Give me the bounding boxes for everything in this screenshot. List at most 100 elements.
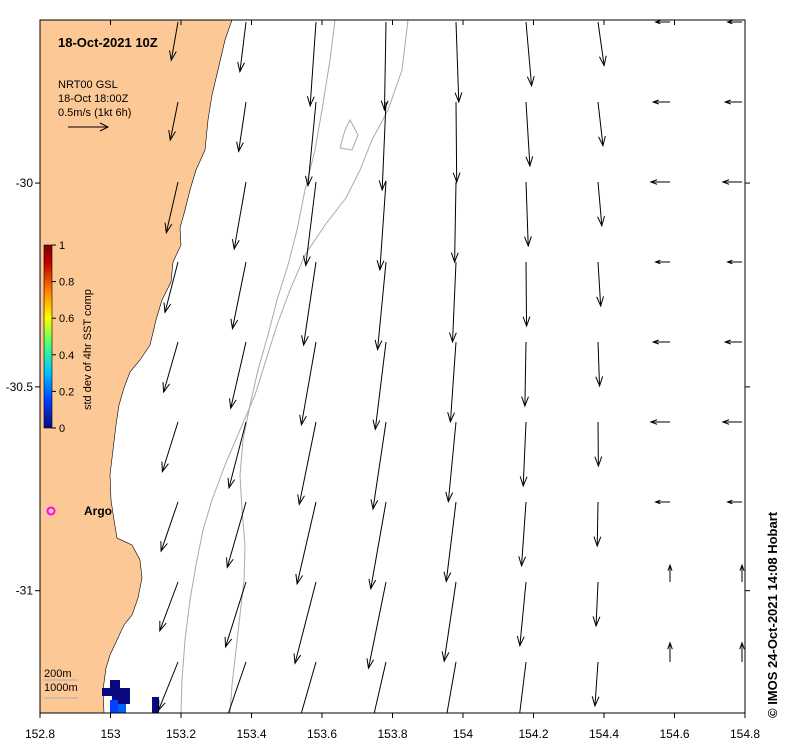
current-vector: [525, 21, 535, 88]
colorbar-tick-label: 0.4: [59, 350, 74, 362]
current-vector: [380, 21, 389, 112]
x-tick-label: 154.8: [730, 727, 760, 741]
current-vector: [651, 99, 670, 105]
colorbar: [43, 244, 53, 429]
current-vector: [441, 581, 457, 663]
current-vector: [522, 261, 531, 328]
current-vector: [301, 261, 317, 347]
current-vector: [228, 341, 247, 410]
legend-scale: 0.5m/s (1kt 6h): [58, 107, 131, 119]
y-tick-label: -30: [16, 176, 34, 190]
current-vector: [297, 421, 317, 506]
current-vector: [596, 261, 605, 308]
x-tick-label: 154: [453, 727, 473, 741]
current-vector: [518, 501, 527, 568]
current-vector: [649, 179, 670, 185]
current-vector: [446, 661, 457, 713]
y-axis: -30 -30.5 -31: [6, 176, 750, 598]
current-vector: [163, 261, 179, 314]
current-vector: [164, 181, 179, 235]
current-vector: [376, 181, 387, 272]
current-vector: [723, 339, 742, 345]
isobath-1000m: [180, 20, 409, 713]
current-vector: [591, 661, 600, 708]
current-vector: [161, 421, 179, 473]
argo-float-icon: [46, 506, 56, 516]
current-vector: [372, 341, 387, 431]
colorbar-ticks: 0 0.2 0.4 0.6 0.8 1: [52, 240, 74, 435]
current-vector: [449, 261, 457, 344]
current-vector: [368, 501, 387, 591]
current-vector: [162, 341, 179, 394]
current-vectors: [157, 20, 745, 713]
current-vector: [667, 641, 673, 662]
current-vector: [649, 419, 670, 425]
current-vector: [236, 101, 247, 153]
current-vector: [594, 421, 603, 468]
current-vector: [516, 581, 527, 648]
current-vector: [159, 581, 179, 633]
current-vector: [654, 499, 670, 505]
current-vector: [452, 101, 461, 184]
current-vector: [227, 661, 247, 713]
sst-pixel: [118, 704, 126, 713]
current-vector: [595, 341, 604, 388]
map-title: 18-Oct-2021 10Z: [58, 35, 158, 50]
x-tick-label: 153.2: [166, 727, 196, 741]
current-vector: [224, 581, 247, 649]
current-vector: [366, 581, 387, 670]
current-vector: [454, 21, 463, 104]
current-vector: [299, 341, 317, 427]
current-vector: [721, 179, 742, 185]
current-vector: [370, 421, 387, 511]
current-vector: [525, 101, 534, 168]
x-tick-label: 153.8: [377, 727, 407, 741]
sst-pixel: [110, 680, 120, 690]
x-tick-label: 152.8: [25, 727, 55, 741]
current-vector: [667, 563, 673, 582]
sst-pixel: [152, 697, 159, 713]
colorbar-label: std dev of 4hr SST comp: [82, 289, 94, 410]
colorbar-tick-label: 0.6: [59, 313, 74, 325]
argo-label: Argo: [84, 504, 112, 518]
current-vector: [374, 261, 387, 352]
current-vector: [226, 501, 247, 569]
current-vector: [593, 501, 602, 548]
legend-time: 18-Oct 18:00Z: [58, 93, 129, 105]
x-tick-label: 154.4: [589, 727, 619, 741]
x-axis: 152.8 153 153.2 153.4 153.6 153.8 154 154.2 154.…: [25, 20, 760, 741]
current-vector: [739, 641, 745, 662]
current-vector: [524, 181, 532, 248]
current-vector: [521, 341, 529, 408]
sst-pixel: [110, 700, 118, 713]
current-vector: [726, 499, 742, 505]
current-vector: [303, 181, 317, 267]
depth-label-1000m: 1000m: [44, 682, 78, 694]
current-vector: [300, 661, 317, 713]
current-vector: [597, 21, 607, 68]
current-vector: [230, 261, 247, 331]
colorbar-tick-label: 0.2: [59, 386, 74, 398]
current-vector: [597, 181, 605, 228]
current-vector: [450, 181, 459, 264]
isobath-200m: [229, 20, 336, 713]
current-vector: [651, 339, 670, 345]
current-vector: [295, 501, 317, 586]
sst-pixel: [102, 688, 112, 696]
current-vector: [519, 661, 527, 713]
land-mass: [40, 20, 233, 713]
colorbar-tick-label: 0.8: [59, 277, 74, 289]
current-vector: [373, 661, 387, 713]
current-vector: [519, 421, 528, 488]
y-tick-label: -30.5: [6, 380, 34, 394]
current-vector: [445, 421, 457, 504]
current-vector: [227, 421, 247, 490]
current-vector: [304, 101, 317, 188]
current-vector: [726, 259, 742, 265]
current-vector: [157, 661, 179, 712]
x-tick-label: 154.2: [518, 727, 548, 741]
depth-label-200m: 200m: [44, 668, 72, 680]
colorbar-tick-label: 1: [59, 240, 65, 252]
current-vector: [293, 581, 317, 665]
